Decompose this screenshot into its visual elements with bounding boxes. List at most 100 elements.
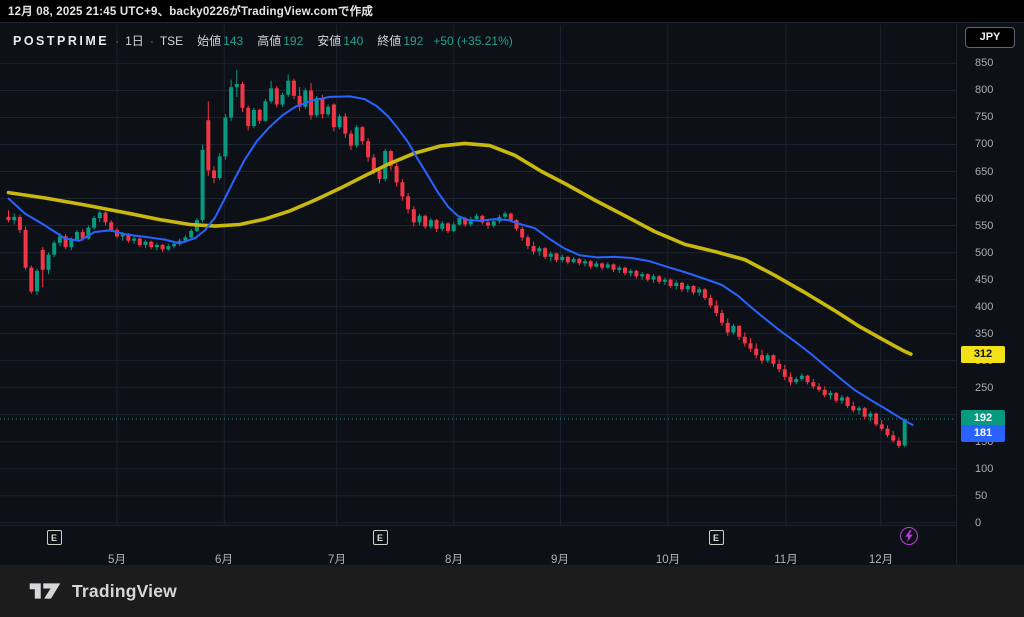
- candle[interactable]: [434, 219, 439, 232]
- time-axis[interactable]: 5月 6月 7月 8月 9月 10月 11月 12月 E E E: [0, 525, 956, 566]
- candle[interactable]: [388, 149, 393, 171]
- candle[interactable]: [896, 437, 901, 449]
- candle[interactable]: [605, 262, 610, 269]
- candle[interactable]: [702, 288, 707, 301]
- candle[interactable]: [565, 255, 570, 265]
- candle[interactable]: [748, 337, 753, 352]
- candle[interactable]: [691, 285, 696, 295]
- candle[interactable]: [177, 238, 182, 247]
- candle[interactable]: [868, 411, 873, 422]
- candle[interactable]: [503, 211, 508, 220]
- candle[interactable]: [423, 214, 428, 229]
- candles-layer[interactable]: [6, 69, 907, 449]
- earnings-marker[interactable]: E: [708, 530, 724, 545]
- candle[interactable]: [514, 219, 519, 231]
- candle[interactable]: [668, 278, 673, 289]
- candle[interactable]: [851, 401, 856, 413]
- candle[interactable]: [143, 239, 148, 249]
- candle[interactable]: [217, 153, 222, 181]
- candle[interactable]: [440, 221, 445, 231]
- candle[interactable]: [742, 332, 747, 347]
- candle[interactable]: [17, 214, 22, 234]
- candle[interactable]: [149, 240, 154, 250]
- candle[interactable]: [23, 226, 28, 270]
- candle[interactable]: [640, 272, 645, 280]
- tradingview-logo-icon[interactable]: [28, 578, 62, 604]
- candle[interactable]: [760, 349, 764, 364]
- candle[interactable]: [577, 258, 582, 266]
- candle[interactable]: [634, 269, 639, 279]
- candle[interactable]: [97, 210, 102, 223]
- candle[interactable]: [154, 242, 159, 251]
- candle[interactable]: [902, 419, 907, 448]
- candle[interactable]: [834, 391, 839, 403]
- candle[interactable]: [286, 74, 291, 97]
- candle[interactable]: [366, 138, 371, 162]
- price-axis[interactable]: JPY 850800750700650600550500450400350300…: [956, 23, 1024, 566]
- candle[interactable]: [46, 252, 51, 275]
- candle[interactable]: [12, 213, 17, 225]
- candle[interactable]: [411, 206, 416, 227]
- candle[interactable]: [326, 104, 331, 117]
- candle[interactable]: [874, 412, 879, 427]
- candle[interactable]: [891, 430, 896, 443]
- candle[interactable]: [583, 259, 587, 267]
- candle[interactable]: [839, 395, 844, 404]
- candle[interactable]: [451, 222, 456, 232]
- event-lightning-icon[interactable]: [900, 527, 918, 545]
- symbol-legend[interactable]: POSTPRIME · 1日 · TSE 始値 143 高値 192 安値 140 終…: [13, 32, 513, 49]
- candle[interactable]: [103, 211, 108, 226]
- candle[interactable]: [811, 379, 816, 389]
- candle[interactable]: [862, 407, 867, 419]
- candle[interactable]: [400, 179, 405, 201]
- candle[interactable]: [360, 126, 365, 145]
- candle[interactable]: [674, 280, 679, 290]
- candle[interactable]: [303, 88, 308, 109]
- candle[interactable]: [725, 318, 730, 336]
- candle[interactable]: [160, 243, 165, 252]
- candle[interactable]: [754, 343, 759, 359]
- candle[interactable]: [240, 81, 245, 113]
- candle[interactable]: [212, 166, 216, 184]
- candle[interactable]: [40, 247, 45, 288]
- candle[interactable]: [617, 265, 622, 274]
- candle[interactable]: [651, 274, 656, 283]
- tradingview-wordmark[interactable]: TradingView: [72, 580, 177, 601]
- candle[interactable]: [417, 213, 422, 226]
- candle[interactable]: [280, 92, 285, 107]
- candle[interactable]: [731, 323, 736, 335]
- candle[interactable]: [166, 243, 171, 251]
- candle[interactable]: [446, 222, 450, 234]
- candle[interactable]: [879, 420, 884, 431]
- chart-pane[interactable]: POSTPRIME · 1日 · TSE 始値 143 高値 192 安値 140 終…: [0, 22, 1024, 566]
- candle[interactable]: [189, 228, 194, 239]
- candle[interactable]: [354, 125, 359, 148]
- candle[interactable]: [406, 193, 411, 214]
- candle[interactable]: [35, 268, 39, 295]
- candle[interactable]: [337, 114, 342, 130]
- candle[interactable]: [697, 287, 702, 296]
- candle[interactable]: [777, 359, 782, 373]
- candle[interactable]: [782, 364, 787, 381]
- candle[interactable]: [349, 130, 353, 150]
- candle[interactable]: [662, 277, 667, 285]
- candle[interactable]: [817, 383, 821, 392]
- candle[interactable]: [571, 256, 576, 264]
- candle[interactable]: [645, 273, 650, 282]
- candle[interactable]: [291, 78, 296, 100]
- candle[interactable]: [206, 101, 211, 176]
- candle[interactable]: [857, 406, 861, 415]
- candle[interactable]: [600, 262, 605, 270]
- candle[interactable]: [885, 425, 890, 438]
- candle[interactable]: [680, 281, 684, 292]
- candle[interactable]: [554, 252, 559, 263]
- candle[interactable]: [548, 251, 553, 262]
- candle[interactable]: [200, 144, 205, 223]
- candle[interactable]: [720, 309, 724, 326]
- earnings-marker[interactable]: E: [372, 530, 388, 545]
- candle[interactable]: [623, 266, 627, 276]
- candle[interactable]: [251, 107, 256, 129]
- candle[interactable]: [611, 263, 616, 272]
- candle[interactable]: [63, 234, 68, 250]
- candle[interactable]: [428, 218, 433, 229]
